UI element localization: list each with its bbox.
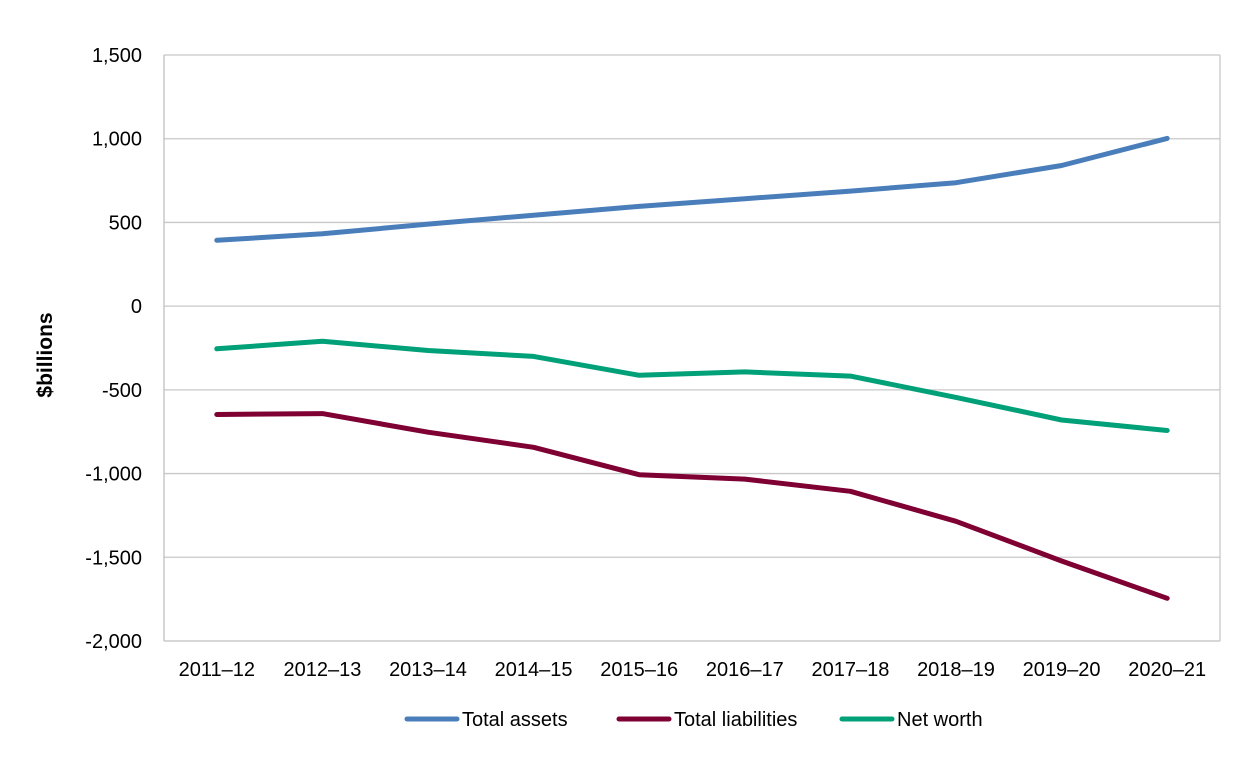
legend-label: Total assets: [462, 709, 568, 731]
x-tick-label: 2011–12: [179, 659, 255, 681]
x-tick-label: 2013–14: [389, 659, 467, 681]
x-tick-label: 2017–18: [811, 659, 889, 681]
y-tick-label: -1,500: [85, 547, 142, 569]
gridlines: [163, 54, 1221, 642]
series-lines: [214, 135, 1170, 601]
legend-label: Total liabilities: [674, 709, 797, 731]
x-axis-tick-labels: 2011–12 2012–13 2013–14 2014–15 2015–16 2016–…: [179, 659, 1207, 681]
y-tick-label: -2,000: [85, 631, 142, 653]
y-tick-label: 1,000: [92, 129, 142, 151]
y-tick-label: -500: [102, 380, 142, 402]
series-line-net-worth: [214, 338, 1170, 433]
x-tick-label: 2014–15: [495, 659, 573, 681]
x-tick-label: 2012–13: [283, 659, 361, 681]
x-tick-label: 2020–21: [1128, 659, 1206, 681]
y-tick-label: 500: [109, 212, 142, 234]
x-tick-label: 2018–19: [917, 659, 995, 681]
y-tick-label: -1,000: [85, 464, 142, 486]
y-tick-label: 1,500: [92, 45, 142, 67]
series-line-total-liabilities: [214, 411, 1170, 601]
x-tick-label: 2015–16: [600, 659, 678, 681]
x-tick-label: 2016–17: [706, 659, 784, 681]
y-axis-tick-labels: 1,500 1,000 500 0 -500 -1,000 -1,500 -2,000: [85, 45, 142, 653]
legend: Total assets Total liabilities Net worth: [404, 709, 983, 731]
y-axis-title: $billions: [34, 312, 57, 397]
x-tick-label: 2019–20: [1023, 659, 1101, 681]
series-line-total-assets: [214, 135, 1170, 243]
legend-label: Net worth: [897, 709, 983, 731]
y-tick-label: 0: [131, 296, 142, 318]
